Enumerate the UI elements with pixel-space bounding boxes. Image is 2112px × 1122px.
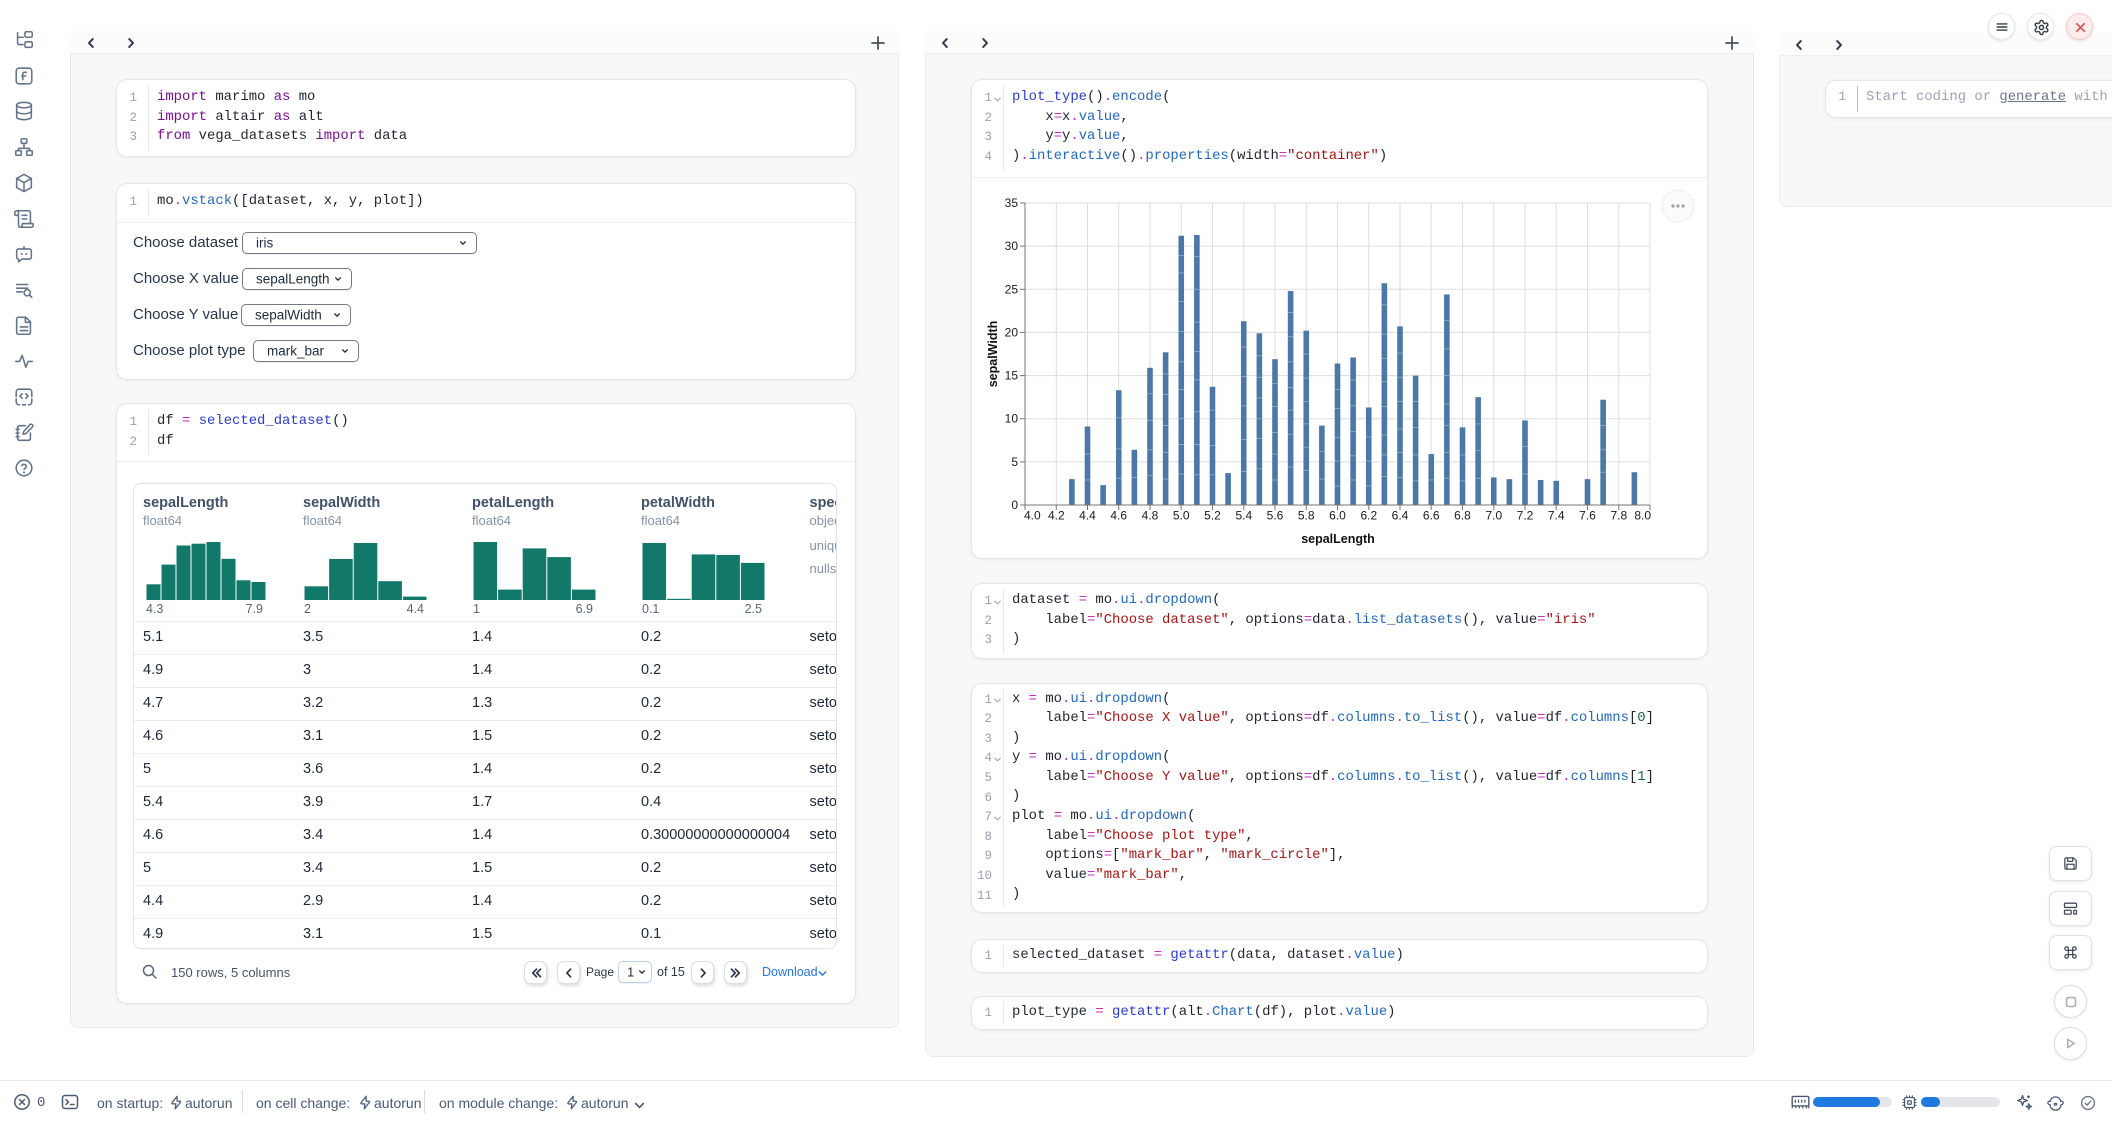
svg-text:5.6: 5.6	[1267, 509, 1284, 523]
svg-text:7.6: 7.6	[1579, 509, 1596, 523]
svg-text:6.6: 6.6	[1423, 509, 1440, 523]
svg-text:sepalLength: sepalLength	[1301, 532, 1375, 546]
svg-text:4.2: 4.2	[1048, 509, 1065, 523]
svg-text:5.8: 5.8	[1298, 509, 1315, 523]
svg-text:8.0: 8.0	[1634, 509, 1651, 523]
svg-text:6.4: 6.4	[1392, 509, 1409, 523]
svg-text:4.8: 4.8	[1142, 509, 1159, 523]
svg-text:5.4: 5.4	[1235, 509, 1252, 523]
svg-text:sepalWidth: sepalWidth	[986, 321, 1000, 388]
svg-text:6.8: 6.8	[1454, 509, 1471, 523]
svg-text:4.6: 4.6	[1110, 509, 1127, 523]
svg-text:30: 30	[1005, 239, 1019, 253]
svg-text:6.2: 6.2	[1360, 509, 1377, 523]
svg-text:7.2: 7.2	[1517, 509, 1534, 523]
svg-text:4.0: 4.0	[1024, 509, 1041, 523]
svg-text:10: 10	[1005, 412, 1019, 426]
svg-text:5.2: 5.2	[1204, 509, 1221, 523]
svg-text:0: 0	[1011, 498, 1018, 512]
svg-text:7.8: 7.8	[1610, 509, 1627, 523]
svg-text:7.0: 7.0	[1485, 509, 1502, 523]
svg-text:15: 15	[1005, 369, 1019, 383]
svg-text:5.0: 5.0	[1173, 509, 1190, 523]
svg-text:5: 5	[1011, 455, 1018, 469]
svg-text:7.4: 7.4	[1548, 509, 1565, 523]
svg-text:25: 25	[1005, 282, 1019, 296]
svg-text:4.4: 4.4	[1079, 509, 1096, 523]
svg-text:20: 20	[1005, 325, 1019, 339]
svg-text:35: 35	[1005, 196, 1019, 210]
svg-text:6.0: 6.0	[1329, 509, 1346, 523]
